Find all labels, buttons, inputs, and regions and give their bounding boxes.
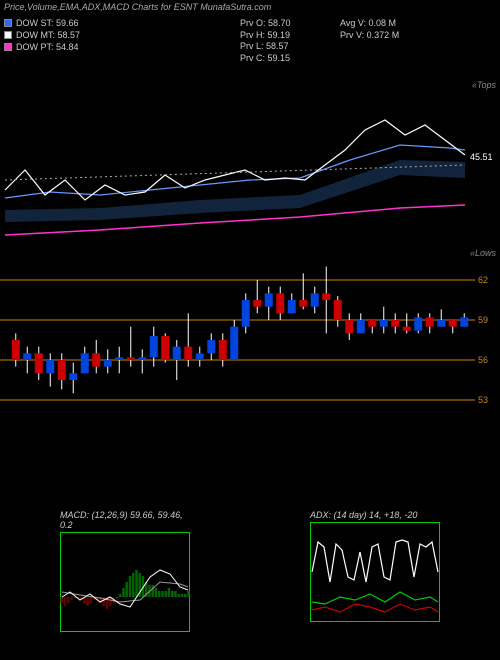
dow-labels: DOW ST: 59.66 DOW MT: 58.57 DOW PT: 54.8…: [4, 18, 80, 54]
adx-label: ADX:: [310, 510, 331, 520]
price-line-chart: 45.51§§§§§§§§§§§§§§§§§§: [0, 100, 500, 250]
svg-text:59: 59: [478, 315, 488, 325]
macd-chart: [60, 532, 190, 632]
dow-pt-label: DOW PT:: [16, 42, 54, 52]
chart-title: Price,Volume,EMA,ADX,MACD Charts for ESN…: [4, 2, 271, 12]
dow-st-value: 59.66: [56, 18, 79, 28]
prv-l: Prv L: 58.57: [240, 41, 291, 53]
svg-text:53: 53: [478, 395, 488, 405]
prv-v: Prv V: 0.372 M: [340, 30, 399, 42]
adx-panel: ADX: (14 day) 14, +18, -20: [310, 510, 440, 632]
prv-o: Prv O: 58.70: [240, 18, 291, 30]
avg-v: Avg V: 0.08 M: [340, 18, 399, 30]
svg-text:56: 56: [478, 355, 488, 365]
dow-pt-swatch: [4, 43, 12, 51]
dow-pt-value: 54.84: [56, 42, 79, 52]
dow-mt-label: DOW MT:: [16, 30, 55, 40]
svg-text:45.51: 45.51: [470, 152, 493, 162]
macd-label: MACD:: [60, 510, 89, 520]
adx-params: (14 day) 14, +18, -20: [334, 510, 418, 520]
dow-st-label: DOW ST:: [16, 18, 54, 28]
prv-block: Prv O: 58.70 Prv H: 59.19 Prv L: 58.57 P…: [240, 18, 291, 65]
macd-panel: MACD: (12,26,9) 59.66, 59.46, 0.2: [60, 510, 190, 632]
prv-c: Prv C: 59.15: [240, 53, 291, 65]
candlestick-chart: 62 59 56 53: [0, 260, 500, 420]
prv-h: Prv H: 59.19: [240, 30, 291, 42]
dow-st-swatch: [4, 19, 12, 27]
adx-chart: [310, 522, 440, 622]
svg-text:62: 62: [478, 275, 488, 285]
avg-block: Avg V: 0.08 M Prv V: 0.372 M: [340, 18, 399, 41]
dow-mt-swatch: [4, 31, 12, 39]
dow-mt-value: 58.57: [58, 30, 81, 40]
tops-link[interactable]: «Tops: [472, 80, 496, 90]
